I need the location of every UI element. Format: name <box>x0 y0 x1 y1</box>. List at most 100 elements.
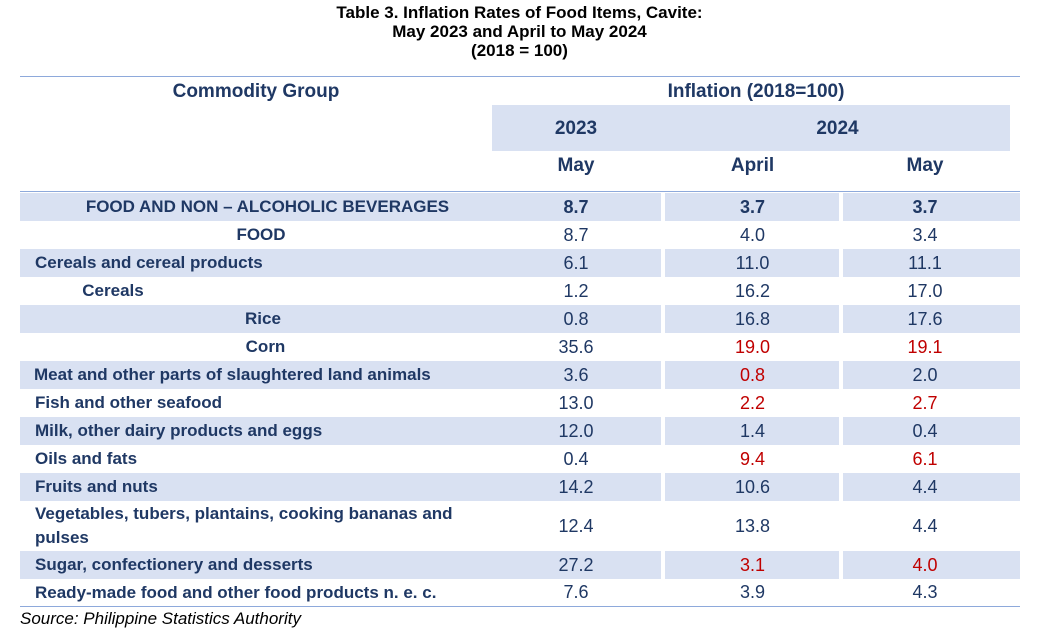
table-row: Ready-made food and other food products … <box>20 579 1020 606</box>
value-may-2024: 4.3 <box>912 582 938 602</box>
row-label: Rice <box>245 309 281 328</box>
table-row: FOOD AND NON – ALCOHOLIC BEVERAGES 8.7 3.7… <box>20 193 1020 221</box>
column-separator <box>661 551 665 579</box>
header-year-2024: 2024 <box>816 118 859 139</box>
value-april-2024: 4.0 <box>739 224 766 245</box>
row-label: Corn <box>245 337 286 356</box>
value-may-2023: 1.2 <box>563 280 589 301</box>
value-may-2023: 7.6 <box>563 582 589 602</box>
column-separator <box>661 361 665 389</box>
table-row: Meat and other parts of slaughtered land… <box>20 361 1020 389</box>
value-april-2024: 3.9 <box>739 582 766 602</box>
value-may-2024: 3.4 <box>912 224 938 245</box>
value-may-2023: 14.2 <box>558 476 594 497</box>
header-inflation: Inflation (2018=100) <box>667 81 845 102</box>
top-rule <box>20 76 1020 77</box>
column-separator <box>839 249 843 277</box>
value-may-2023: 12.0 <box>558 420 594 441</box>
year-header-band <box>492 105 1010 151</box>
row-label: Oils and fats <box>35 449 138 468</box>
table-row: Oils and fats 0.4 9.4 6.1 <box>20 445 1020 473</box>
table-row: Fish and other seafood 13.0 2.2 2.7 <box>20 389 1020 417</box>
value-may-2023: 6.1 <box>563 252 589 273</box>
table-row: Milk, other dairy products and eggs 12.0 1… <box>20 417 1020 445</box>
value-april-2024: 19.0 <box>734 336 771 357</box>
row-label: Fruits and nuts <box>35 477 158 496</box>
value-may-2023: 0.4 <box>563 448 589 469</box>
header-col-may-2023: May <box>557 155 595 176</box>
value-may-2024: 6.1 <box>912 448 938 469</box>
row-label: Fish and other seafood <box>35 393 223 412</box>
row-label: Ready-made food and other food products … <box>35 582 437 602</box>
column-separator <box>661 305 665 333</box>
value-april-2024: 16.2 <box>734 280 771 301</box>
title-line-1: Table 3. Inflation Rates of Food Items, … <box>336 3 703 22</box>
value-may-2024: 2.7 <box>912 392 938 413</box>
value-april-2024: 3.1 <box>739 554 766 575</box>
row-label: Sugar, confectionery and desserts <box>35 555 313 574</box>
row-label: Vegetables, tubers, plantains, cooking b… <box>35 504 453 547</box>
row-label: Cereals and cereal products <box>35 253 263 272</box>
value-may-2023: 8.7 <box>563 196 589 217</box>
value-may-2024: 2.0 <box>912 364 938 385</box>
table-row: Rice 0.8 16.8 17.6 <box>20 305 1020 333</box>
row-label: FOOD <box>236 225 286 244</box>
column-separator <box>661 249 665 277</box>
table-row: Corn 35.6 19.0 19.1 <box>20 333 1020 361</box>
title-line-3: (2018 = 100) <box>471 41 568 60</box>
value-may-2023: 27.2 <box>558 554 594 575</box>
header-col-may-2024: May <box>906 155 944 176</box>
value-april-2024: 11.0 <box>735 252 770 273</box>
value-may-2024: 4.4 <box>912 515 938 536</box>
value-may-2023: 8.7 <box>563 224 589 245</box>
value-april-2024: 2.2 <box>739 392 766 413</box>
row-label: Cereals <box>82 281 144 300</box>
column-separator <box>661 417 665 445</box>
column-separator <box>839 193 843 221</box>
bottom-rule <box>20 606 1020 607</box>
value-may-2024: 4.4 <box>912 476 938 497</box>
row-label: Meat and other parts of slaughtered land… <box>34 365 431 384</box>
title-line-2: May 2023 and April to May 2024 <box>392 22 647 41</box>
column-separator <box>661 193 665 221</box>
column-separator <box>839 361 843 389</box>
row-label: Milk, other dairy products and eggs <box>35 421 323 440</box>
value-may-2023: 13.0 <box>558 392 594 413</box>
value-may-2024: 11.1 <box>908 252 942 273</box>
table-row: Vegetables, tubers, plantains, cooking b… <box>20 501 1020 551</box>
value-may-2023: 0.8 <box>563 308 589 329</box>
row-label: FOOD AND NON – ALCOHOLIC BEVERAGES <box>85 197 450 216</box>
value-may-2023: 3.6 <box>563 364 589 385</box>
column-separator <box>839 305 843 333</box>
value-april-2024: 13.8 <box>734 515 771 536</box>
value-may-2024: 4.0 <box>912 554 938 575</box>
value-may-2023: 12.4 <box>558 515 594 536</box>
value-april-2024: 0.8 <box>739 364 766 385</box>
value-may-2024: 0.4 <box>912 420 938 441</box>
table-title: Table 3. Inflation Rates of Food Items, … <box>0 3 1039 60</box>
header-rule <box>20 191 1020 192</box>
value-may-2023: 35.6 <box>558 336 594 357</box>
header-col-april-2024: April <box>730 155 775 176</box>
value-april-2024: 10.6 <box>734 476 771 497</box>
column-separator <box>839 473 843 501</box>
table-row: Sugar, confectionery and desserts 27.2 3.1… <box>20 551 1020 579</box>
table-row: Cereals 1.2 16.2 17.0 <box>20 277 1020 305</box>
table-row: Fruits and nuts 14.2 10.6 4.4 <box>20 473 1020 501</box>
column-separator <box>839 417 843 445</box>
header-year-2023: 2023 <box>554 118 598 139</box>
header-commodity-group: Commodity Group <box>172 81 340 102</box>
value-april-2024: 16.8 <box>734 308 771 329</box>
column-separator <box>661 473 665 501</box>
table-row: Cereals and cereal products 6.1 11.0 11.1 <box>20 249 1020 277</box>
table-row: FOOD 8.7 4.0 3.4 <box>20 221 1020 249</box>
value-may-2024: 17.0 <box>907 280 943 301</box>
value-april-2024: 3.7 <box>739 196 766 217</box>
value-may-2024: 3.7 <box>912 196 938 217</box>
value-may-2024: 17.6 <box>907 308 943 329</box>
column-separator <box>839 551 843 579</box>
source-note: Source: Philippine Statistics Authority <box>20 609 301 628</box>
value-april-2024: 9.4 <box>739 448 766 469</box>
value-may-2024: 19.1 <box>907 336 943 357</box>
value-april-2024: 1.4 <box>739 420 766 441</box>
